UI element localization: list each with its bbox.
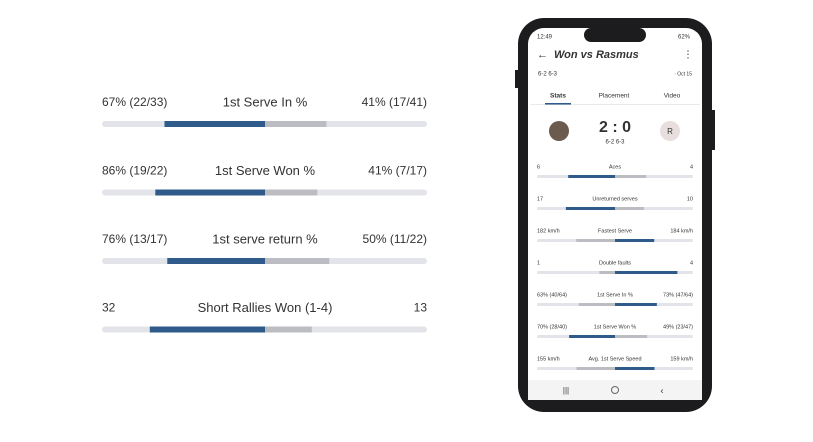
stat-left: 17 (537, 196, 543, 202)
stat-right: 10 (687, 196, 693, 202)
stat-left: 86% (19/22) (102, 164, 167, 178)
status-battery: 62% (678, 35, 691, 41)
stat-name: 1st Serve Won % (594, 324, 636, 330)
nav-recent[interactable]: ||| (563, 386, 569, 395)
stat-name: 1st Serve In % (223, 94, 308, 109)
stat-right: 73% (47/64) (663, 292, 693, 298)
phone-button (515, 70, 518, 88)
stat-right: 41% (17/41) (362, 95, 427, 109)
phone-notch (584, 28, 646, 42)
back-arrow[interactable]: ← (537, 49, 548, 61)
stat-left: 70% (28/40) (537, 324, 567, 330)
stat-name: Avg. 1st Serve Speed (588, 356, 641, 362)
bar-left (578, 303, 615, 306)
bar-right (615, 335, 648, 338)
stat-right: 4 (690, 260, 693, 266)
bar-right (265, 189, 318, 196)
tab[interactable]: Stats (550, 93, 566, 100)
tab-divider (530, 104, 700, 105)
bar-right (615, 303, 657, 306)
bar-left (155, 189, 265, 196)
status-time: 12:49 (537, 35, 553, 41)
bar-right (265, 258, 330, 264)
stat-left: 6 (537, 164, 540, 170)
bar-left (576, 367, 615, 370)
phone-button (712, 110, 715, 150)
tab-indicator (545, 103, 571, 105)
stat-name: 1st serve return % (212, 231, 318, 246)
score-sets: 6-2 6-3 (605, 140, 625, 146)
stat-left: 67% (22/33) (102, 95, 167, 109)
bar-left (565, 207, 615, 210)
stat-right: 184 km/h (670, 228, 693, 234)
stat-left: 1 (537, 260, 540, 266)
bar-left (569, 335, 615, 338)
menu-icon[interactable]: ⋮ (683, 50, 693, 61)
stat-left: 155 km/h (537, 356, 560, 362)
stat-right: 13 (414, 301, 428, 315)
match-title: Won vs Rasmus (554, 49, 639, 61)
nav-back[interactable]: ‹ (661, 385, 664, 395)
bar-right (615, 367, 655, 370)
nav-bar (528, 380, 702, 400)
bar-left (149, 326, 265, 333)
stat-name: 1st Serve Won % (215, 163, 316, 178)
stat-name: Double faults (599, 260, 631, 266)
bar-right (265, 326, 312, 333)
stat-right: 41% (7/17) (368, 164, 427, 178)
tab[interactable]: Placement (599, 93, 630, 100)
stat-left: 63% (40/64) (537, 292, 567, 298)
stat-left: 32 (102, 301, 116, 315)
tab[interactable]: Video (664, 93, 681, 100)
stat-name: Fastest Serve (598, 228, 632, 234)
bar-left (164, 121, 265, 127)
stat-right: 4 (690, 164, 693, 170)
bar-left (568, 175, 615, 178)
player-avatar (549, 121, 569, 141)
stat-right: 50% (11/22) (363, 232, 427, 246)
bar-right (265, 121, 327, 127)
bar-left (599, 271, 615, 274)
nav-home[interactable] (611, 386, 619, 394)
stat-name: 1st Serve In % (597, 292, 633, 298)
stat-name: Short Rallies Won (1-4) (198, 300, 333, 315)
bar-left (576, 239, 615, 242)
phone-screen (528, 28, 702, 400)
opponent-initial: R (667, 127, 673, 136)
opponent-avatar (660, 121, 680, 141)
score: 2 : 0 (599, 119, 631, 136)
bar-right (615, 271, 678, 274)
match-sets: 6-2 6-3 (538, 72, 558, 78)
bar-left (167, 258, 265, 264)
stat-name: Aces (609, 164, 621, 170)
match-date: · Oct 15 (674, 71, 692, 77)
stat-name: Unreturned serves (592, 196, 637, 202)
bar-right (615, 175, 647, 178)
bar-right (615, 239, 655, 242)
stat-left: 182 km/h (537, 228, 560, 234)
bar-right (615, 207, 644, 210)
stat-right: 159 km/h (670, 356, 693, 362)
stat-right: 49% (23/47) (663, 324, 693, 330)
stat-left: 76% (13/17) (102, 232, 167, 246)
